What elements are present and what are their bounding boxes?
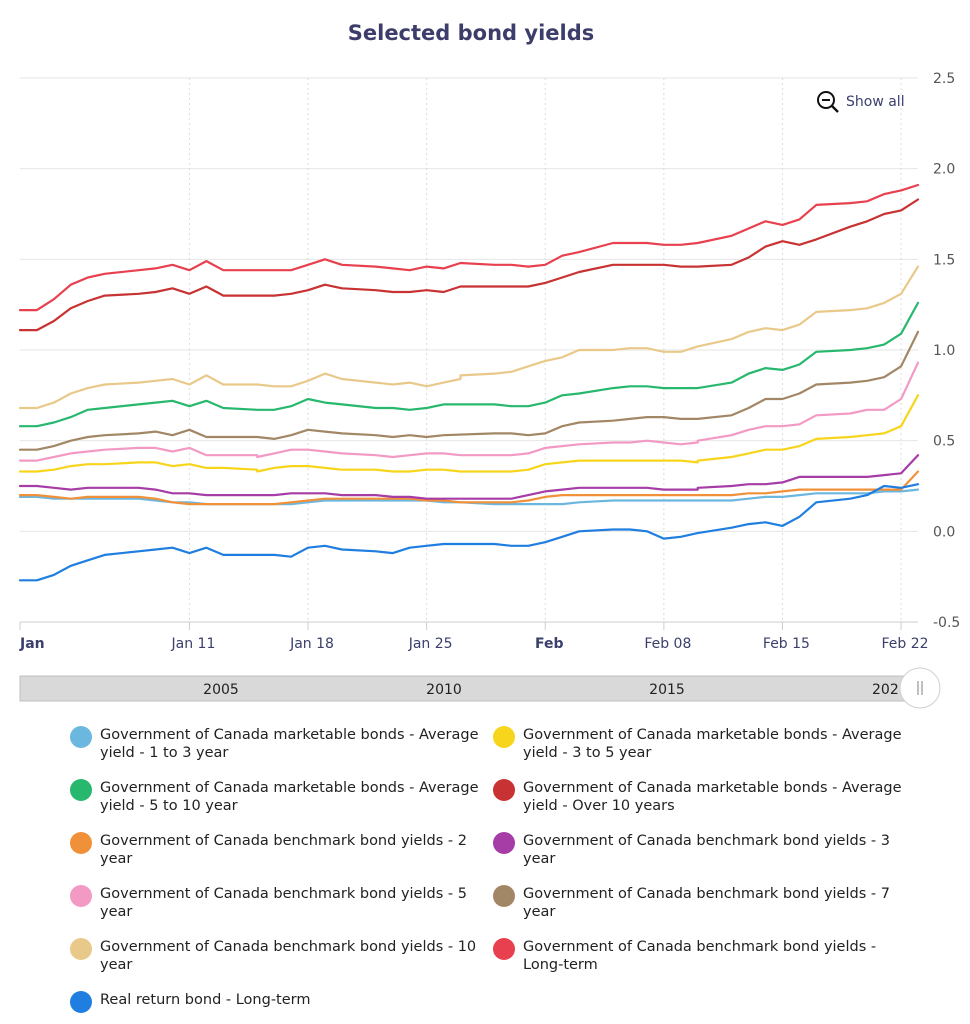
y-tick-label: 0.5 [933, 434, 955, 450]
legend-marker [493, 832, 515, 854]
y-tick-label: 2.5 [933, 71, 955, 87]
x-tick-label: Jan 18 [289, 636, 334, 652]
legend-label: Government of Canada marketable bonds - … [523, 727, 902, 761]
grid [20, 77, 918, 623]
legend-item[interactable]: Government of Canada marketable bonds - … [70, 779, 480, 815]
legend-label: Government of Canada benchmark bond yiel… [100, 833, 467, 867]
series-line[interactable] [18, 483, 920, 582]
x-tick-label: Jan 11 [171, 636, 216, 652]
chart: Selected bond yields 2.5 2.0 1.5 1.0 0.5 0.0 -… [18, 21, 960, 709]
series-line[interactable] [18, 394, 920, 473]
legend-label: Government of Canada benchmark bond yiel… [523, 939, 877, 973]
series-line[interactable] [18, 470, 920, 506]
x-axis: Jan Jan 11 Jan 18 Jan 25 Feb Feb 08 Feb 15 Feb … [19, 621, 929, 652]
legend-label: Government of Canada benchmark bond yiel… [100, 886, 467, 920]
legend-marker [70, 726, 92, 748]
y-tick-label: 1.0 [933, 343, 955, 359]
legend-item[interactable]: Government of Canada marketable bonds - … [493, 726, 903, 762]
legend-item[interactable]: Real return bond - Long-term [70, 991, 480, 1013]
legend-marker [493, 779, 515, 801]
legend-marker [70, 832, 92, 854]
legend-label: Government of Canada benchmark bond yiel… [100, 939, 477, 973]
series-line[interactable] [18, 361, 920, 462]
reset-zoom-button[interactable]: Show all [817, 91, 905, 113]
y-tick-label: -0.5 [933, 615, 960, 631]
navigator[interactable]: 2005 2010 2015 202 [19, 667, 941, 709]
legend-marker [493, 885, 515, 907]
legend-marker [70, 779, 92, 801]
navigator-label: 202 [872, 682, 899, 698]
zoom-out-icon [817, 91, 835, 109]
navigator-handle[interactable] [899, 667, 941, 709]
series-line[interactable] [18, 198, 920, 332]
x-tick-label: Feb [535, 636, 564, 652]
legend-item[interactable]: Government of Canada benchmark bond yiel… [70, 885, 480, 921]
legend-item[interactable]: Government of Canada marketable bonds - … [493, 779, 903, 815]
navigator-handle-knob[interactable] [899, 667, 941, 709]
series-line[interactable] [18, 454, 920, 500]
legend-item[interactable]: Government of Canada benchmark bond yiel… [493, 885, 903, 921]
zoom-out-icon-handle [831, 105, 839, 113]
legend-label: Government of Canada marketable bonds - … [100, 727, 479, 761]
legend-item[interactable]: Government of Canada benchmark bond yiel… [70, 938, 480, 974]
legend-marker [70, 885, 92, 907]
series-line[interactable] [18, 183, 920, 312]
chart-title: Selected bond yields [348, 21, 595, 45]
navigator-label: 2015 [649, 682, 685, 698]
series-line[interactable] [18, 265, 920, 410]
series-group [18, 183, 920, 582]
legend-label: Real return bond - Long-term [100, 992, 311, 1008]
x-tick-label: Jan 25 [408, 636, 453, 652]
legend-marker [70, 991, 92, 1013]
reset-zoom-label: Show all [846, 94, 905, 110]
y-axis: 2.5 2.0 1.5 1.0 0.5 0.0 -0.5 [933, 71, 960, 631]
legend-label: Government of Canada benchmark bond yiel… [523, 833, 890, 867]
navigator-label: 2010 [426, 682, 462, 698]
x-tick-label: Jan [19, 636, 45, 652]
series-line[interactable] [18, 330, 920, 451]
navigator-label: 2005 [203, 682, 239, 698]
x-tick-label: Feb 15 [763, 636, 810, 652]
navigator-track[interactable] [19, 675, 921, 702]
legend-item[interactable]: Government of Canada benchmark bond yiel… [70, 832, 480, 868]
y-tick-label: 2.0 [933, 162, 955, 178]
legend-label: Government of Canada marketable bonds - … [100, 780, 479, 814]
legend-item[interactable]: Government of Canada benchmark bond yiel… [493, 938, 903, 974]
y-tick-label: 1.5 [933, 252, 955, 268]
x-tick-label: Feb 08 [644, 636, 691, 652]
legend-marker [493, 726, 515, 748]
x-tick-label: Feb 22 [882, 636, 929, 652]
legend-item[interactable]: Government of Canada marketable bonds - … [70, 726, 480, 762]
legend-marker [493, 938, 515, 960]
legend-item[interactable]: Government of Canada benchmark bond yiel… [493, 832, 903, 868]
y-tick-label: 0.0 [933, 524, 955, 540]
legend-marker [70, 938, 92, 960]
legend-label: Government of Canada marketable bonds - … [523, 780, 902, 814]
legend-label: Government of Canada benchmark bond yiel… [523, 886, 890, 920]
series-line[interactable] [18, 301, 920, 428]
